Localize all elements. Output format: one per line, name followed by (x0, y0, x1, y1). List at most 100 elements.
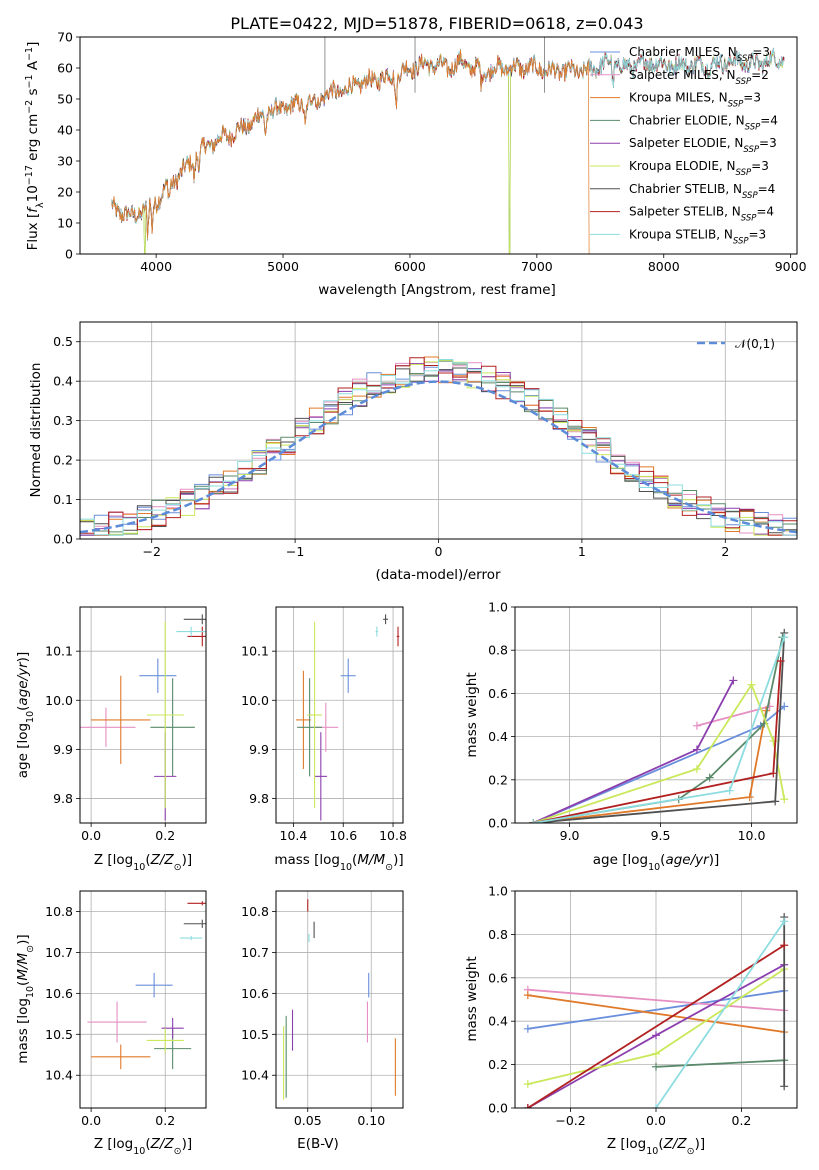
y-tick-label: 40 (57, 123, 73, 138)
series-line (655, 1059, 785, 1068)
y-tick-label: 10.8 (45, 904, 73, 919)
y-tick-label: 0.8 (488, 643, 508, 658)
axes-age-vs-mass: 10.4 10.6 10.8 9.8 9.9 10.0 10.1 mass [log10(M/… (241, 606, 407, 873)
x-tick-label: −1 (286, 544, 304, 559)
series-marker (523, 1080, 532, 1089)
series-line (527, 988, 785, 1012)
x-tick-label: 7000 (521, 259, 553, 274)
residual-ylabel: Normed distribution (28, 363, 44, 498)
x-tick-label: 0.0 (81, 1113, 101, 1128)
series-marker (523, 991, 532, 1000)
plot-area-residual-histogram (80, 356, 797, 536)
x-tick-label: 0.05 (294, 1113, 322, 1128)
series-line (527, 994, 785, 1033)
x-tick-label: 5000 (267, 259, 299, 274)
x-tick-label: 10.6 (329, 828, 357, 843)
x-tick-label: 0.0 (646, 1113, 666, 1128)
x-tick-label: 0.2 (155, 1113, 175, 1128)
y-tick-label: 0.4 (488, 1014, 508, 1029)
age-ylabel: age [log10(age/yr)] (15, 652, 36, 778)
x-tick-label: 2 (721, 544, 729, 559)
x-tick-label: 0 (435, 544, 443, 559)
mass-xlabel: mass [log10(M/M⊙)] (274, 852, 403, 873)
series-marker (769, 769, 778, 778)
series-marker (776, 657, 785, 665)
ebv-xlabel: E(B-V) (297, 1136, 339, 1152)
series-line (527, 944, 785, 1108)
y-tick-label: 0.3 (53, 413, 73, 428)
spectrum-line (111, 49, 785, 254)
normal-curve (80, 380, 797, 534)
legend-label: Kroupa STELIB, NSSP=3 (629, 227, 766, 246)
spectrum-ylabel: Flux [fλ10−17 erg cm−2 s−1 A−1] (24, 42, 46, 251)
series-marker (780, 917, 789, 926)
spectrum-xlabel: wavelength [Angstrom, rest frame] (318, 282, 556, 298)
series-marker (529, 819, 538, 823)
x-tick-label: 0.2 (155, 828, 175, 843)
y-tick-label: 0.0 (53, 532, 73, 547)
series-line (655, 920, 785, 1108)
x-tick-label: 9.0 (560, 828, 580, 843)
y-tick-label: 0.2 (488, 1057, 508, 1072)
x-tick-label: −0.2 (555, 1113, 585, 1128)
x-tick-label: 6000 (394, 259, 426, 274)
x-tick-label: 9.5 (651, 828, 671, 843)
plot-area-age-vs-Z (80, 614, 206, 821)
Z-xlabel: Z [log10(Z/Z⊙)] (94, 1136, 192, 1157)
axes-frame (79, 321, 798, 540)
y-tick-label: 0.6 (488, 970, 508, 985)
y-tick-label: 0.0 (488, 1101, 508, 1116)
y-tick-label: 10.6 (45, 986, 73, 1001)
legend-label: Chabrier STELIB, NSSP=4 (629, 182, 775, 201)
x-tick-label: 10.4 (280, 828, 308, 843)
axes-frame (79, 890, 207, 1109)
series-marker (747, 680, 756, 689)
y-tick-label: 10.0 (241, 693, 269, 708)
y-tick-label: 1.0 (488, 600, 508, 615)
x-tick-label: 0.10 (357, 1113, 385, 1128)
y-tick-label: 10.0 (45, 693, 73, 708)
y-tick-label: 0.0 (488, 816, 508, 831)
series-line (533, 636, 786, 823)
series-marker (692, 745, 701, 754)
y-tick-label: 10.1 (45, 644, 73, 659)
axes-frame (79, 606, 207, 824)
y-tick-label: 9.8 (249, 791, 269, 806)
histogram-step (80, 359, 797, 536)
legend-label: Salpeter MILES, NSSP=2 (629, 68, 769, 87)
plot-area-massweight-vs-age (529, 628, 789, 823)
y-tick-label: 70 (57, 30, 73, 45)
x-tick-label: 1 (578, 544, 586, 559)
x-tick-label: 4000 (140, 259, 172, 274)
series-marker (523, 1024, 532, 1033)
y-tick-label: 10 (57, 216, 73, 231)
axes-massweight-vs-age: 9.0 9.5 10.0 0.0 0.2 0.4 0.6 0.8 1.0 age [log10(a… (488, 600, 798, 873)
series-marker (745, 793, 754, 802)
axes-mass-vs-Z: 0.0 0.2 10.4 10.5 10.6 10.7 10.8 mass [log10(M/… (15, 890, 207, 1157)
legend-label: 𝒩(0,1) (735, 337, 775, 351)
y-tick-label: 1.0 (488, 884, 508, 899)
plot-area-age-vs-mass (295, 614, 400, 821)
series-marker (729, 676, 738, 685)
plot-area-mass-vs-Z (87, 901, 206, 1070)
x-tick-label: 0.0 (81, 828, 101, 843)
x-tick-label: 10.0 (738, 828, 766, 843)
series-marker (780, 941, 789, 950)
legend-label: Kroupa MILES, NSSP=3 (629, 91, 761, 110)
y-tick-label: 60 (57, 61, 73, 76)
x-tick-label: 10.8 (379, 828, 407, 843)
series-marker (725, 786, 734, 795)
legend-label: Kroupa ELODIE, NSSP=3 (629, 159, 769, 178)
legend-label: Chabrier ELODIE, NSSP=4 (629, 113, 778, 132)
series-marker (780, 633, 789, 642)
series-marker (652, 1062, 660, 1071)
spectrum-title: PLATE=0422, MJD=51878, FIBERID=0618, z=0… (230, 14, 643, 33)
Z-xlabel: Z [log10(Z/Z⊙)] (94, 852, 192, 873)
axes-frame (514, 606, 798, 824)
axes-residual-histogram: −2 −1 0 1 2 0.0 0.1 0.2 0.3 0.4 0.5 𝒩(0,1) (53, 321, 798, 559)
massweight-Z-ylabel: mass weight (464, 956, 480, 1041)
y-tick-label: 10.6 (241, 986, 269, 1001)
x-tick-label: 0.2 (732, 1113, 752, 1128)
massweight-age-ylabel: mass weight (464, 672, 480, 757)
y-tick-label: 0.4 (53, 374, 73, 389)
